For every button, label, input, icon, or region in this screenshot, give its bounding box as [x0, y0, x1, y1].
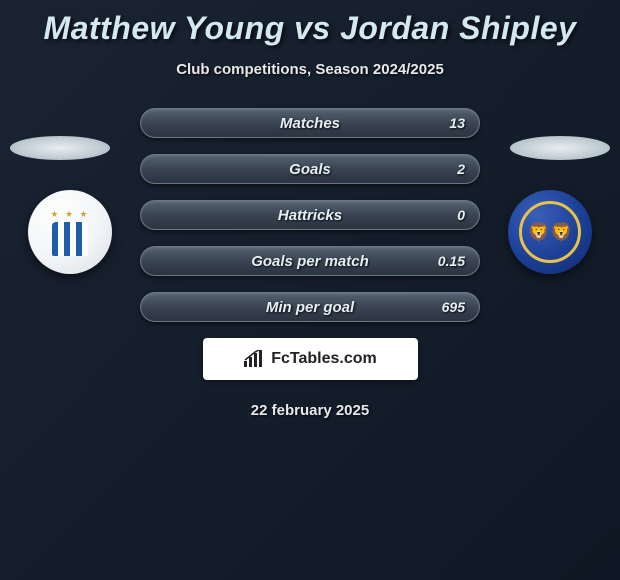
stat-row-goals-per-match: Goals per match 0.15: [140, 246, 480, 276]
stat-label: Hattricks: [278, 207, 342, 224]
player-platform-right: [510, 136, 610, 160]
brand-text: FcTables.com: [271, 350, 377, 368]
crest-stripes-icon: [52, 222, 88, 256]
comparison-panel: ★ ★ ★ 🦁🦁 Matches 13 Goals 2 Hattricks 0 …: [0, 108, 620, 419]
stat-row-hattricks: Hattricks 0: [140, 200, 480, 230]
page-title: Matthew Young vs Jordan Shipley: [0, 0, 620, 47]
club-crest-left: ★ ★ ★: [28, 190, 112, 274]
stat-label: Goals per match: [251, 253, 369, 270]
bar-chart-icon: [243, 350, 265, 368]
subtitle: Club competitions, Season 2024/2025: [0, 61, 620, 78]
stat-value: 0.15: [438, 253, 465, 269]
stat-row-matches: Matches 13: [140, 108, 480, 138]
club-crest-right: 🦁🦁: [508, 190, 592, 274]
stat-label: Matches: [280, 115, 340, 132]
date-label: 22 february 2025: [0, 402, 620, 419]
crest-stars-icon: ★ ★ ★: [50, 209, 89, 220]
stat-value: 695: [442, 299, 465, 315]
stat-row-goals: Goals 2: [140, 154, 480, 184]
player-platform-left: [10, 136, 110, 160]
crest-right-inner: 🦁🦁: [519, 201, 581, 263]
crest-left-inner: ★ ★ ★: [28, 190, 112, 274]
stat-value: 13: [449, 115, 465, 131]
stat-value: 2: [457, 161, 465, 177]
stat-row-min-per-goal: Min per goal 695: [140, 292, 480, 322]
stat-label: Min per goal: [266, 299, 354, 316]
stats-list: Matches 13 Goals 2 Hattricks 0 Goals per…: [140, 108, 480, 322]
lions-icon: 🦁🦁: [528, 222, 573, 243]
stat-label: Goals: [289, 161, 331, 178]
stat-value: 0: [457, 207, 465, 223]
brand-badge: FcTables.com: [203, 338, 418, 380]
